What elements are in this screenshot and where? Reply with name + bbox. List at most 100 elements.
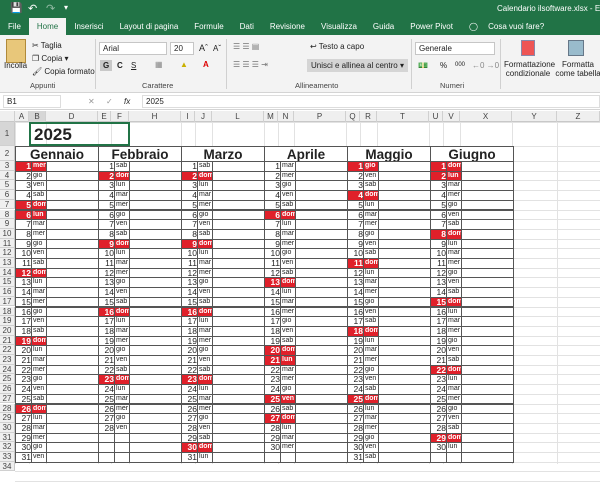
day-number-cell[interactable]: 31 (181, 452, 198, 463)
tab-home[interactable]: Home (28, 18, 67, 35)
weekday-cell[interactable] (280, 452, 296, 463)
row-header-28[interactable]: 28 (0, 403, 15, 414)
tab-formule[interactable]: Formule (194, 22, 224, 31)
column-header-E[interactable]: E (98, 111, 111, 122)
row-header-2[interactable]: 2 (0, 146, 15, 161)
function-icon[interactable]: fx (124, 97, 131, 106)
notes-cell[interactable] (129, 452, 182, 463)
column-header-N[interactable]: N (278, 111, 294, 122)
day-number-cell[interactable] (264, 452, 281, 463)
underline-button[interactable]: S (131, 61, 137, 70)
row-header-12[interactable]: 12 (0, 248, 15, 258)
weekday-cell[interactable] (114, 452, 130, 463)
column-header-Z[interactable]: Z (557, 111, 600, 122)
weekday-cell[interactable]: lun (197, 452, 213, 463)
cut-button[interactable]: ✂ Taglia (32, 41, 62, 50)
name-box[interactable]: B1 (3, 95, 61, 108)
align-top-icon[interactable]: ☰ ☰ ▤ (233, 42, 260, 51)
tell-me-search[interactable]: ◯ Cosa vuoi fare? (461, 18, 560, 35)
merge-center-button[interactable]: Unisci e allinea al centro ▾ (307, 59, 408, 72)
paste-icon[interactable] (6, 39, 26, 63)
row-header-22[interactable]: 22 (0, 345, 15, 355)
tab-guida[interactable]: Guida (372, 22, 395, 31)
paste-button[interactable]: Incolla (4, 61, 28, 70)
cancel-icon[interactable]: ✕ (88, 97, 95, 106)
align-left-icon[interactable]: ☰ ☰ ☰ ⇥ (233, 60, 268, 69)
italic-button[interactable]: C (117, 61, 123, 70)
row-header-33[interactable]: 33 (0, 452, 15, 462)
tab-visualizza[interactable]: Visualizza (321, 22, 357, 31)
percent-button[interactable]: % (440, 61, 448, 70)
tab-power-pivot[interactable]: Power Pivot (410, 22, 453, 31)
row-header-20[interactable]: 20 (0, 325, 15, 336)
save-icon[interactable]: 💾 (10, 3, 23, 14)
column-header-X[interactable]: X (460, 111, 512, 122)
select-all-corner[interactable] (0, 111, 15, 122)
tab-revisione[interactable]: Revisione (269, 22, 306, 31)
increase-font-icon[interactable]: Aˆ (199, 43, 208, 53)
formula-input[interactable]: 2025 (142, 95, 600, 108)
currency-icon[interactable]: 💵 (418, 61, 428, 70)
font-size-select[interactable]: 20 (170, 42, 194, 55)
notes-cell[interactable] (212, 452, 265, 463)
row-header-8[interactable]: 8 (0, 209, 15, 220)
font-color-icon[interactable]: A (203, 60, 209, 69)
row-header-15[interactable]: 15 (0, 277, 15, 288)
weekday-cell[interactable] (446, 452, 462, 463)
bold-button[interactable]: G (100, 60, 113, 71)
column-header-R[interactable]: R (360, 111, 377, 122)
weekday-cell[interactable]: sab (363, 452, 379, 463)
row-header-32[interactable]: 32 (0, 442, 15, 452)
day-number-cell[interactable]: 31 (15, 452, 32, 463)
row-header-23[interactable]: 23 (0, 355, 15, 365)
column-header-A[interactable]: A (15, 111, 29, 122)
column-header-U[interactable]: U (429, 111, 443, 122)
notes-cell[interactable] (378, 452, 431, 463)
row-header-27[interactable]: 27 (0, 393, 15, 404)
redo-icon[interactable]: ↷ (46, 3, 56, 15)
row-header-1[interactable]: 1 (0, 122, 15, 146)
row-header-24[interactable]: 24 (0, 364, 15, 375)
row-header-13[interactable]: 13 (0, 258, 15, 268)
row-header-30[interactable]: 30 (0, 422, 15, 433)
decimal-icon[interactable]: ←0 →0 (472, 61, 500, 70)
row-header-16[interactable]: 16 (0, 287, 15, 297)
row-header-19[interactable]: 19 (0, 316, 15, 326)
borders-icon[interactable]: ▦ (155, 60, 163, 69)
row-header-11[interactable]: 11 (0, 238, 15, 249)
tab-layout-di-pagina[interactable]: Layout di pagina (119, 22, 179, 31)
day-number-cell[interactable]: 31 (347, 452, 364, 463)
row-header-31[interactable]: 31 (0, 432, 15, 443)
enter-icon[interactable]: ✓ (106, 97, 113, 106)
column-header-B[interactable]: B (29, 111, 46, 122)
day-number-cell[interactable] (98, 452, 115, 463)
row-header-18[interactable]: 18 (0, 306, 15, 317)
undo-icon[interactable]: ↶ (28, 3, 38, 15)
thousands-button[interactable]: 000 (455, 62, 466, 68)
conditional-format-button[interactable]: Formattazione condizionale (504, 60, 556, 78)
fill-color-icon[interactable]: ▲ (180, 60, 188, 69)
column-header-H[interactable]: H (129, 111, 181, 122)
row-header-26[interactable]: 26 (0, 384, 15, 394)
row-header-3[interactable]: 3 (0, 161, 15, 171)
column-header-P[interactable]: P (294, 111, 346, 122)
font-name-select[interactable]: Arial (99, 42, 167, 55)
copy-button[interactable]: ❐ Copia ▾ (32, 54, 69, 63)
row-header-14[interactable]: 14 (0, 267, 15, 278)
row-header-5[interactable]: 5 (0, 180, 15, 191)
column-header-F[interactable]: F (111, 111, 129, 122)
row-header-21[interactable]: 21 (0, 335, 15, 346)
row-header-6[interactable]: 6 (0, 190, 15, 200)
row-header-9[interactable]: 9 (0, 219, 15, 229)
column-header-J[interactable]: J (195, 111, 212, 122)
customize-icon[interactable]: ▾ (64, 3, 69, 12)
row-header-4[interactable]: 4 (0, 170, 15, 181)
column-header-V[interactable]: V (443, 111, 460, 122)
day-number-cell[interactable] (430, 452, 447, 463)
row-header-17[interactable]: 17 (0, 296, 15, 307)
tab-file[interactable]: File (8, 22, 21, 31)
row-header-29[interactable]: 29 (0, 413, 15, 423)
column-header-T[interactable]: T (377, 111, 429, 122)
notes-cell[interactable] (295, 452, 348, 463)
row-header-25[interactable]: 25 (0, 374, 15, 385)
